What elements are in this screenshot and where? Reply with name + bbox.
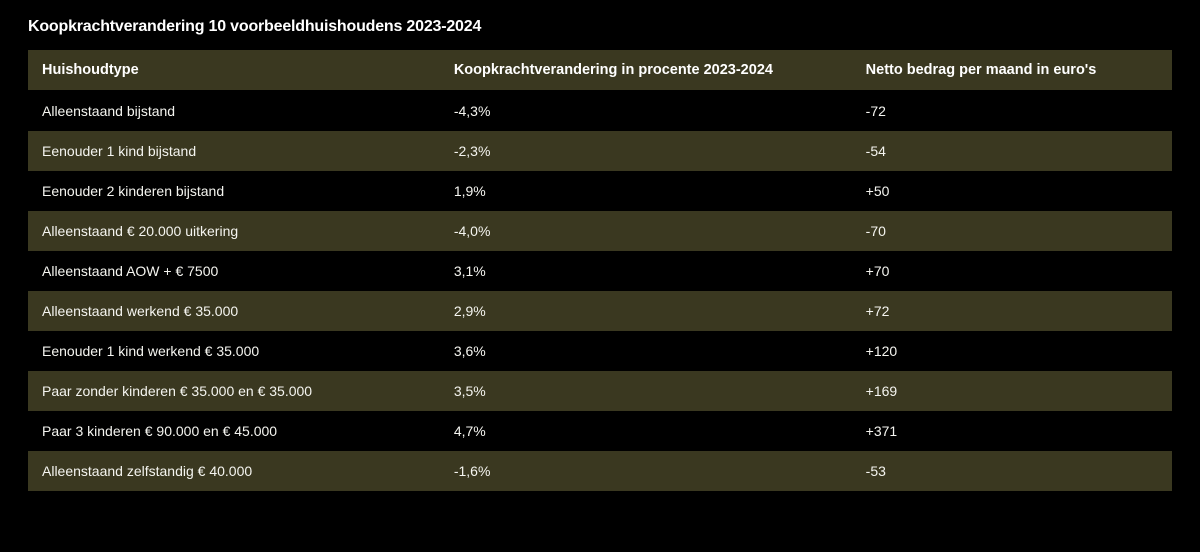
cell-netto: +70: [852, 251, 1172, 291]
cell-koopkracht: -4,3%: [440, 91, 852, 131]
cell-koopkracht: -4,0%: [440, 211, 852, 251]
cell-netto: +371: [852, 411, 1172, 451]
cell-huishoudtype: Alleenstaand AOW + € 7500: [28, 251, 440, 291]
cell-koopkracht: 4,7%: [440, 411, 852, 451]
koopkracht-table: Huishoudtype Koopkrachtverandering in pr…: [28, 50, 1172, 491]
cell-koopkracht: 3,1%: [440, 251, 852, 291]
table-row: Alleenstaand bijstand -4,3% -72: [28, 91, 1172, 131]
cell-koopkracht: -1,6%: [440, 451, 852, 491]
cell-huishoudtype: Eenouder 1 kind werkend € 35.000: [28, 331, 440, 371]
col-header-huishoudtype: Huishoudtype: [28, 50, 440, 91]
cell-huishoudtype: Eenouder 1 kind bijstand: [28, 131, 440, 171]
cell-huishoudtype: Alleenstaand zelfstandig € 40.000: [28, 451, 440, 491]
cell-huishoudtype: Alleenstaand werkend € 35.000: [28, 291, 440, 331]
cell-koopkracht: -2,3%: [440, 131, 852, 171]
cell-huishoudtype: Alleenstaand bijstand: [28, 91, 440, 131]
cell-netto: +169: [852, 371, 1172, 411]
table-title: Koopkrachtverandering 10 voorbeeldhuisho…: [28, 18, 1172, 36]
cell-netto: +120: [852, 331, 1172, 371]
table-row: Paar zonder kinderen € 35.000 en € 35.00…: [28, 371, 1172, 411]
cell-koopkracht: 2,9%: [440, 291, 852, 331]
cell-koopkracht: 3,6%: [440, 331, 852, 371]
cell-koopkracht: 1,9%: [440, 171, 852, 211]
cell-netto: -70: [852, 211, 1172, 251]
table-row: Eenouder 1 kind bijstand -2,3% -54: [28, 131, 1172, 171]
table-row: Alleenstaand AOW + € 7500 3,1% +70: [28, 251, 1172, 291]
col-header-koopkracht: Koopkrachtverandering in procente 2023-2…: [440, 50, 852, 91]
table-row: Paar 3 kinderen € 90.000 en € 45.000 4,7…: [28, 411, 1172, 451]
cell-netto: -54: [852, 131, 1172, 171]
cell-huishoudtype: Paar zonder kinderen € 35.000 en € 35.00…: [28, 371, 440, 411]
cell-netto: +50: [852, 171, 1172, 211]
table-row: Eenouder 2 kinderen bijstand 1,9% +50: [28, 171, 1172, 211]
col-header-netto: Netto bedrag per maand in euro's: [852, 50, 1172, 91]
cell-huishoudtype: Alleenstaand € 20.000 uitkering: [28, 211, 440, 251]
cell-huishoudtype: Eenouder 2 kinderen bijstand: [28, 171, 440, 211]
cell-netto: +72: [852, 291, 1172, 331]
table-row: Alleenstaand € 20.000 uitkering -4,0% -7…: [28, 211, 1172, 251]
cell-koopkracht: 3,5%: [440, 371, 852, 411]
table-row: Eenouder 1 kind werkend € 35.000 3,6% +1…: [28, 331, 1172, 371]
cell-netto: -72: [852, 91, 1172, 131]
table-row: Alleenstaand zelfstandig € 40.000 -1,6% …: [28, 451, 1172, 491]
cell-netto: -53: [852, 451, 1172, 491]
cell-huishoudtype: Paar 3 kinderen € 90.000 en € 45.000: [28, 411, 440, 451]
table-header-row: Huishoudtype Koopkrachtverandering in pr…: [28, 50, 1172, 91]
table-row: Alleenstaand werkend € 35.000 2,9% +72: [28, 291, 1172, 331]
